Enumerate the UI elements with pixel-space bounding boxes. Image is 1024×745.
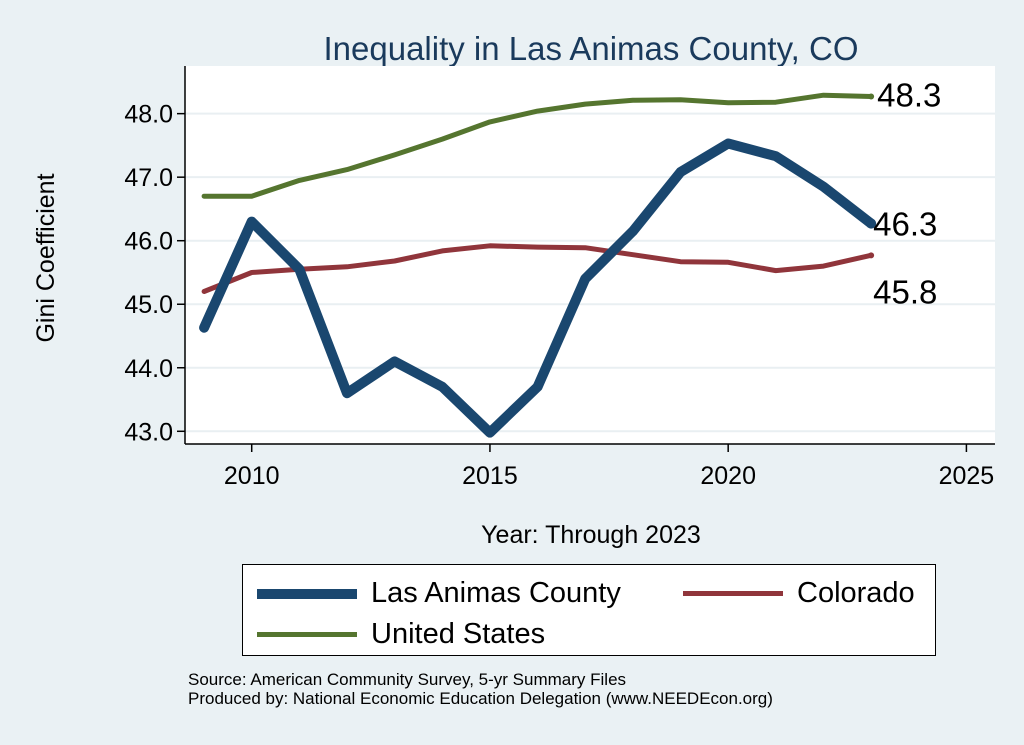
x-tick-label: 2010 (224, 462, 280, 490)
series-line-colorado (201, 243, 874, 294)
series-line-united-states (201, 92, 874, 199)
legend-item-las-animas: Las Animas County (257, 577, 621, 610)
series-end-marker (868, 93, 875, 100)
x-tick-label: 2015 (462, 462, 518, 490)
end-label: 46.3 (873, 206, 937, 243)
y-tick-label: 43.0 (124, 418, 173, 446)
legend-swatch-colorado (683, 591, 783, 596)
y-tick-label: 46.0 (124, 228, 173, 256)
y-tick-label: 48.0 (124, 101, 173, 129)
x-tick-label: 2020 (700, 462, 756, 490)
y-tick-label: 45.0 (124, 291, 173, 319)
x-axis-label: Year: Through 2023 (481, 521, 701, 549)
legend-swatch-las-animas (257, 588, 357, 599)
footer: Source: American Community Survey, 5-yr … (188, 670, 773, 708)
axes: 43.0 44.0 45.0 46.0 47.0 48.0 2010 2015 2020 2025 (124, 66, 995, 490)
legend-swatch-united-states (257, 632, 357, 637)
y-tick-label: 44.0 (124, 355, 173, 383)
plot-area (185, 66, 995, 444)
produced-by-note: Produced by: National Economic Education… (188, 689, 773, 708)
chart-title: Inequality in Las Animas County, CO (324, 30, 859, 67)
chart: Inequality in Las Animas County, CO 43.0… (32, 30, 995, 549)
legend: Las Animas County Colorado United States (242, 564, 936, 656)
series-lines (199, 92, 877, 438)
y-axis-label: Gini Coefficient (32, 173, 60, 342)
legend-item-colorado: Colorado (683, 577, 915, 610)
x-tick-label: 2025 (939, 462, 995, 490)
gridlines (185, 112, 995, 433)
end-label: 48.3 (877, 76, 941, 113)
legend-item-united-states: United States (257, 618, 545, 651)
source-note: Source: American Community Survey, 5-yr … (188, 670, 627, 689)
series-end-marker (868, 252, 875, 259)
series-line-las-animas-county (199, 138, 877, 438)
end-label: 45.8 (873, 273, 937, 310)
y-tick-label: 47.0 (124, 164, 173, 192)
series-end-marker (866, 218, 877, 229)
legend-label-colorado: Colorado (797, 577, 915, 609)
legend-label-las-animas: Las Animas County (371, 577, 621, 609)
end-labels: 45.8 48.3 46.3 (873, 76, 941, 310)
legend-label-united-states: United States (371, 618, 546, 650)
